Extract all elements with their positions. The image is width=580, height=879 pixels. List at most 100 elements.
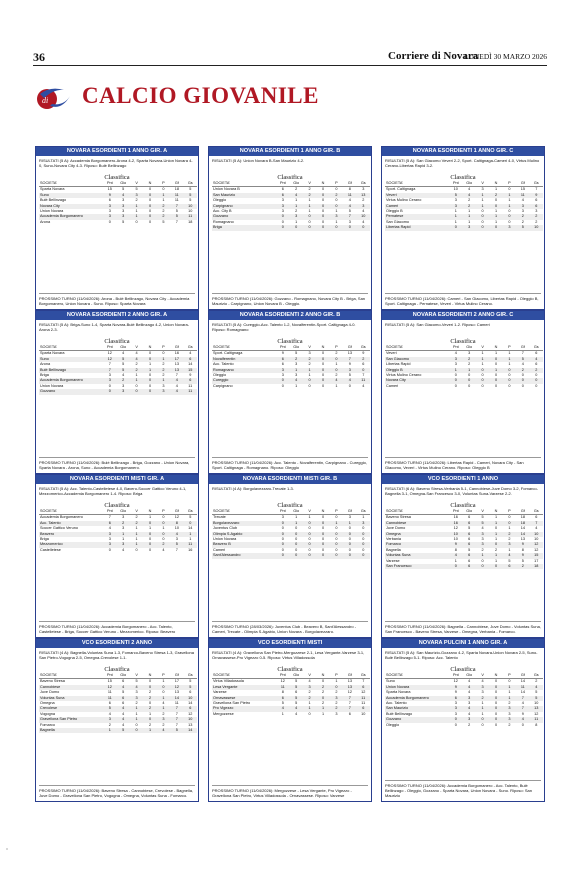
stat-cell: 3 — [449, 203, 463, 210]
column-header: Gio — [462, 509, 476, 516]
stat-cell: 3 — [103, 717, 117, 723]
next-round-text: PROSSIMO TURNO (11/04/2026): Baveno Stre… — [39, 785, 195, 798]
stat-cell: 7 — [516, 350, 530, 357]
stat-cell: 5 — [170, 214, 184, 220]
stat-cell: 1 — [489, 558, 503, 565]
table-row: Virtus Villadossola 12 5 4 0 1 13 7 — [212, 678, 370, 685]
table-row: Trecate 3 1 1 0 0 3 1 — [212, 514, 370, 521]
table-row: Omegna 6 6 2 0 4 11 14 — [39, 701, 197, 707]
table-row: Gravellona San Pietro 5 5 1 2 2 7 11 — [212, 701, 370, 707]
stat-cell: 0 — [489, 695, 503, 702]
stat-cell: 5 — [116, 356, 130, 363]
stat-cell: 4 — [516, 362, 530, 368]
stat-cell: 0 — [156, 514, 171, 521]
stat-cell: 10 — [529, 701, 543, 707]
team-name: Borgolavezzaro — [212, 520, 277, 527]
stat-cell: 0 — [489, 383, 503, 390]
table-header-row: SOCIETA' Pnt Gio V N P Gf Gs — [385, 345, 543, 352]
stat-cell: 3 — [276, 203, 290, 210]
stat-cell: 0 — [143, 214, 157, 220]
table-row: Cameri 0 0 0 0 0 0 0 — [385, 383, 543, 390]
stat-cell: 3 — [462, 695, 476, 702]
stat-cell: 0 — [316, 198, 330, 204]
stat-cell: 1 — [489, 537, 503, 543]
stat-cell: 11 — [170, 198, 184, 204]
team-name: San Maurizio — [212, 192, 277, 199]
stat-cell: 1 — [183, 531, 197, 538]
classifica-heading: Classifica — [450, 174, 476, 181]
stat-cell: 3 — [116, 383, 130, 390]
results-text: RISULTATI (6 A): Baveno Stresa-Verbania … — [385, 486, 538, 496]
classifica-heading: Classifica — [450, 502, 476, 509]
results-text: RISULTATI (5 A): Union Novara B-San Maur… — [212, 158, 305, 163]
stat-cell: 2 — [143, 695, 157, 702]
stat-cell: 4 — [502, 553, 517, 559]
stat-cell: 0 — [302, 711, 317, 718]
results-text: RISULTATI (5 A): Accademia Borgomanero-A… — [39, 158, 193, 168]
column-header: Gs — [356, 345, 370, 352]
stat-cell: 0 — [316, 367, 330, 374]
table-header-row: SOCIETA' Pnt Gio V N P Gf Gs — [385, 181, 543, 188]
stat-cell: 4 — [462, 678, 476, 685]
column-header: Gs — [529, 509, 543, 516]
stat-cell: 3 — [502, 717, 517, 723]
stat-cell: 7 — [170, 219, 184, 226]
stat-cell: 1 — [129, 542, 144, 548]
team-name: Beavero — [39, 531, 104, 538]
stat-cell: 1 — [329, 209, 344, 215]
stat-cell: 3 — [356, 520, 370, 527]
section-title: CALCIO GIOVANILE — [82, 83, 319, 108]
next-round-text: PROSSIMO TURNO (11/04/2026): Accademia B… — [39, 621, 195, 634]
stat-cell: 16 — [449, 514, 463, 521]
stat-cell: 5 — [116, 219, 130, 226]
column-header: Pnt — [449, 345, 463, 352]
stat-cell: 0 — [489, 564, 503, 570]
column-header: V — [475, 345, 490, 352]
table-row: Suno 9 4 3 0 1 11 5 — [39, 192, 197, 199]
stat-cell: 6 — [276, 695, 290, 702]
stat-cell: 0 — [356, 526, 370, 532]
stat-cell: 10 — [183, 695, 197, 702]
panel-title: NOVARA ESORDIENTI 2 ANNO GIR. C — [382, 311, 544, 320]
stat-cell: 3 — [116, 514, 130, 521]
stat-cell: 5 — [116, 362, 130, 368]
stat-cell: 0 — [302, 547, 317, 554]
stat-cell: 2 — [489, 192, 503, 199]
stat-cell: 15 — [529, 553, 543, 559]
column-header: Gf — [516, 345, 530, 352]
column-header: N — [143, 509, 157, 516]
team-name: Gozzano — [212, 214, 277, 220]
stat-cell: 5 — [289, 678, 303, 685]
stat-cell: 3 — [129, 192, 144, 199]
column-header: N — [489, 345, 503, 352]
stat-cell: 1 — [475, 701, 490, 707]
stat-cell: 0 — [143, 547, 157, 554]
stat-cell: 0 — [329, 514, 344, 521]
results-text: RISULTATI (5 A): Briga-Suno 1-4, Sparta … — [39, 322, 190, 332]
stat-cell: 0 — [329, 203, 344, 210]
stat-cell: 7 — [103, 367, 117, 374]
standings-panel: VCO ESORDIENTI MISTI RISULTATI (4 A): Gra… — [208, 638, 372, 802]
standings-panel: NOVARA ESORDIENTI 1 ANNO GIR. A RISULTATI… — [35, 146, 199, 310]
stat-cell: 3 — [276, 209, 290, 215]
stat-cell: 1 — [129, 378, 144, 384]
stat-cell: 14 — [516, 678, 530, 685]
table-row: Libertas Rapid 3 2 1 0 1 4 6 — [385, 362, 543, 368]
team-name: Juve Domo — [385, 526, 450, 532]
stat-cell: 9 — [516, 711, 530, 718]
standings-panel: NOVARA ESORDIENTI 2 ANNO GIR. A RISULTATI… — [35, 310, 199, 474]
column-header: Gio — [289, 181, 303, 188]
stat-cell: 1 — [489, 531, 503, 538]
column-header: SOCIETA' — [39, 181, 104, 188]
stat-cell: 3 — [276, 367, 290, 374]
stat-cell: 0 — [475, 209, 490, 215]
stat-cell: 7 — [356, 373, 370, 379]
team-name: Fomarco — [39, 722, 104, 729]
table-row: Accademia Borgomanero 3 3 1 0 2 5 11 — [39, 214, 197, 220]
stat-cell: 3 — [116, 203, 130, 210]
stat-cell: 0 — [475, 373, 490, 379]
stat-cell: 0 — [489, 690, 503, 696]
stat-cell: 1 — [502, 547, 517, 554]
stat-cell: 1 — [156, 192, 171, 199]
